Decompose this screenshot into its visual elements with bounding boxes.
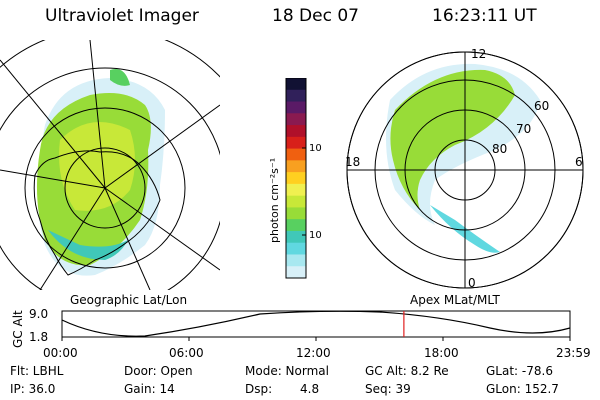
- status-glat: GLat: -78.6: [486, 364, 553, 378]
- colorbar-stripe: [286, 230, 306, 244]
- colorbar-stripe: [286, 172, 306, 185]
- magnetic-polar-map: 12 18 6 0 60 70 80: [345, 47, 584, 290]
- colorbar-stripe: [286, 219, 306, 232]
- orbit-xtick-0600: 06:00: [169, 346, 204, 360]
- colorbar-stripe: [286, 183, 306, 197]
- mlat-label-60: 60: [534, 99, 549, 113]
- mlat-label-80: 80: [492, 142, 507, 156]
- colorbar-stripe: [286, 101, 306, 114]
- orbit-altitude-plot: GC Alt 9.0 1.8: [11, 307, 571, 348]
- colorbar: 100 10 photon cm⁻²s⁻¹: [268, 78, 322, 279]
- status-seq: Seq: 39: [365, 382, 411, 396]
- colorbar-stripe: [286, 195, 306, 208]
- mlt-label-12: 12: [471, 47, 486, 61]
- colorbar-unit-label: photon cm⁻²s⁻¹: [268, 158, 281, 243]
- aurora-spot: [110, 69, 130, 86]
- colorbar-tick-100: 100: [309, 143, 322, 154]
- colorbar-stripe: [286, 160, 306, 173]
- orbit-ytick-low: 1.8: [29, 330, 48, 344]
- colorbar-stripe: [286, 254, 306, 267]
- mlt-label-6: 6: [575, 155, 583, 169]
- time-label: 16:23:11 UT: [432, 6, 537, 26]
- orbit-xtick-1800: 18:00: [424, 346, 459, 360]
- status-door: Door: Open: [124, 364, 193, 378]
- mlat-label-70: 70: [516, 122, 531, 136]
- colorbar-tick-10: 10: [309, 230, 322, 241]
- status-gain: Gain: 14: [124, 382, 175, 396]
- orbit-xtick-2359: 23:59: [556, 346, 591, 360]
- aurora-edge: [48, 230, 128, 260]
- mlt-label-0: 0: [468, 276, 476, 290]
- orbit-xtick-1200: 12:00: [296, 346, 331, 360]
- apex-caption: Apex MLat/MLT: [410, 293, 500, 307]
- status-filter: Flt: LBHL: [10, 364, 64, 378]
- orbit-ytick-high: 9.0: [29, 307, 48, 321]
- status-dsp-label: Dsp:: [245, 382, 273, 396]
- orbit-ylabel: GC Alt: [11, 310, 25, 348]
- colorbar-stripe: [286, 242, 306, 255]
- colorbar-stripe: [286, 148, 306, 161]
- orbit-altitude-curve: [61, 310, 571, 337]
- aurora-inner: [59, 122, 135, 211]
- status-ip: IP: 36.0: [10, 382, 56, 396]
- colorbar-stripe: [286, 125, 306, 138]
- date-label: 18 Dec 07: [272, 6, 359, 26]
- instrument-title: Ultraviolet Imager: [45, 6, 199, 26]
- orbit-frame: [61, 310, 571, 338]
- colorbar-stripe: [286, 266, 306, 279]
- status-mode: Mode: Normal: [245, 364, 329, 378]
- colorbar-stripe: [286, 207, 306, 220]
- mlt-label-18: 18: [345, 155, 360, 169]
- orbit-xtick-0000: 00:00: [43, 346, 78, 360]
- geographic-caption: Geographic Lat/Lon: [70, 293, 188, 307]
- colorbar-stripe: [286, 113, 306, 126]
- status-glon: GLon: 152.7: [486, 382, 559, 396]
- aurora-band-mag: [390, 69, 515, 210]
- status-dsp-value: 4.8: [300, 382, 320, 396]
- colorbar-stripe: [286, 89, 306, 103]
- status-gc-alt: GC Alt: 8.2 Re: [365, 364, 449, 378]
- geographic-map: [0, 40, 220, 290]
- colorbar-stripe: [286, 136, 306, 150]
- colorbar-stripe: [286, 78, 306, 91]
